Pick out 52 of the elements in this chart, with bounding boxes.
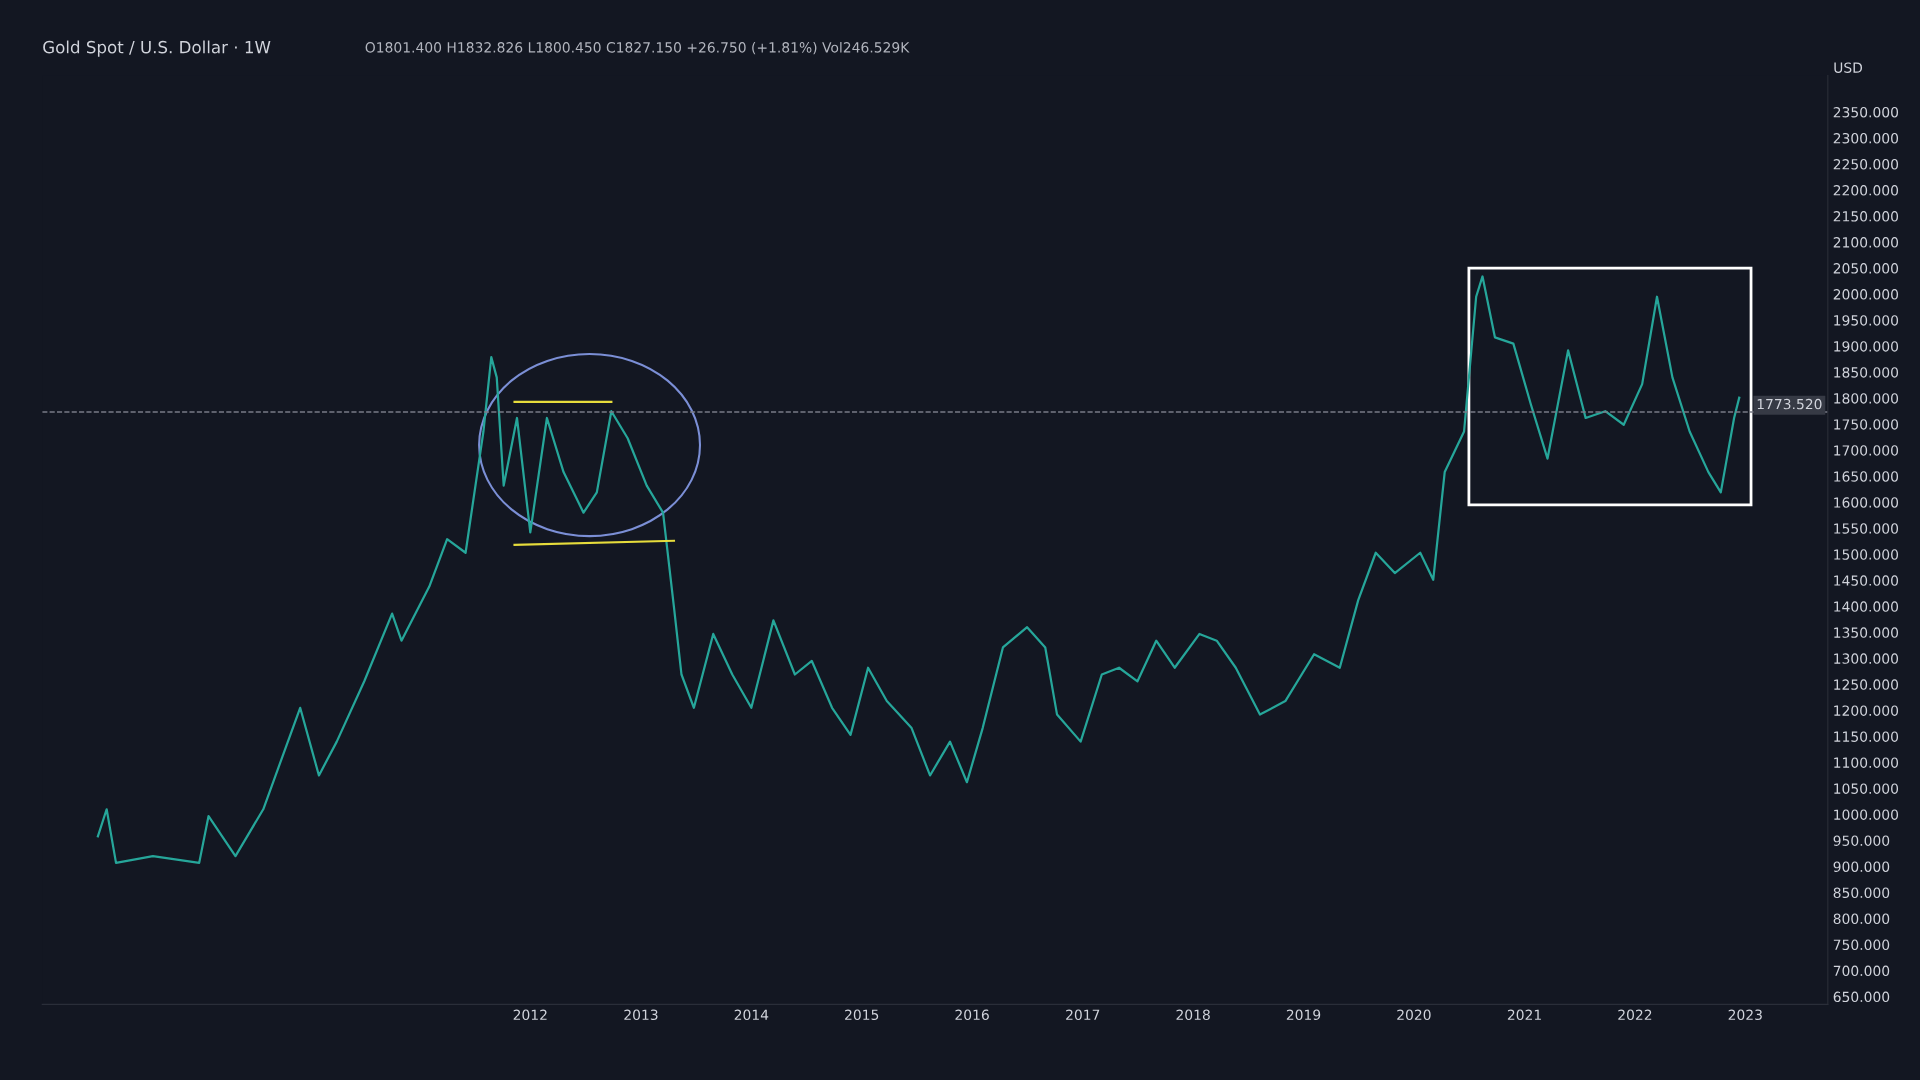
y-tick-label: 1050.000 xyxy=(1834,783,1899,794)
y-tick-label: 1900.000 xyxy=(1834,341,1899,352)
x-tick-label: 2021 xyxy=(1507,1009,1541,1021)
y-tick-label: 2050.000 xyxy=(1833,263,1899,274)
y-tick-label: 1300.000 xyxy=(1834,653,1899,664)
x-tick-label: 2017 xyxy=(1066,1009,1100,1021)
y-tick-label: 950.000 xyxy=(1833,835,1890,846)
y-tick-label: 1200.000 xyxy=(1834,705,1899,716)
y-tick-label: 2000.000 xyxy=(1833,289,1899,300)
x-tick-label: 2015 xyxy=(845,1009,879,1021)
y-tick-label: 2350.000 xyxy=(1833,106,1899,118)
x-tick-label: 2023 xyxy=(1728,1009,1762,1021)
y-tick-label: 1400.000 xyxy=(1834,601,1899,612)
y-tick-label: 900.000 xyxy=(1833,861,1890,872)
y-tick-label: 1750.000 xyxy=(1834,419,1899,430)
y-tick-label: 1250.000 xyxy=(1834,679,1899,690)
y-tick-label: 1650.000 xyxy=(1834,471,1899,482)
x-tick-label: 2022 xyxy=(1618,1009,1652,1021)
x-tick-label: 2013 xyxy=(624,1009,658,1021)
y-tick-label: 1500.000 xyxy=(1834,549,1899,560)
x-tick-label: 2018 xyxy=(1176,1009,1210,1021)
y-tick-label: 1100.000 xyxy=(1834,757,1899,768)
y-tick-label: 1450.000 xyxy=(1834,575,1899,586)
y-tick-label: 1600.000 xyxy=(1834,497,1899,508)
y-tick-label: 2200.000 xyxy=(1833,185,1899,196)
y-tick-label: 1000.000 xyxy=(1834,809,1899,820)
y-tick-label: 1950.000 xyxy=(1834,315,1899,326)
y-axis-title: USD xyxy=(1834,62,1863,73)
x-tick-label: 2020 xyxy=(1397,1009,1431,1021)
line-series xyxy=(96,275,1741,864)
y-tick-label: 2150.000 xyxy=(1833,211,1899,222)
y-tick-label: 1850.000 xyxy=(1834,367,1899,378)
chart-subtitle: O1801.400 H1832.826 L1800.450 C1827.150 +26.750 (+1.81%) Vol246.529K xyxy=(365,41,910,55)
y-tick-label: 1800.000 xyxy=(1834,393,1899,404)
x-tick-label: 2019 xyxy=(1286,1009,1321,1021)
y-tick-label: 650.000 xyxy=(1833,991,1890,1003)
y-tick-label: 850.000 xyxy=(1833,887,1890,898)
y-tick-label: 2250.000 xyxy=(1833,159,1899,170)
y-tick-label: 800.000 xyxy=(1833,913,1890,925)
y-tick-label: 1550.000 xyxy=(1834,523,1899,534)
y-tick-label: 750.000 xyxy=(1833,939,1890,951)
y-tick-label: 700.000 xyxy=(1833,965,1890,977)
y-tick-label: 1700.000 xyxy=(1834,445,1899,456)
chart-title: Gold Spot / U.S. Dollar · 1W xyxy=(43,40,271,57)
y-tick-label: 1150.000 xyxy=(1834,731,1899,742)
y-tick-label: 2100.000 xyxy=(1833,237,1899,248)
ref-line-label: 1773.520 xyxy=(1757,398,1822,410)
x-tick-label: 2016 xyxy=(955,1009,989,1021)
y-tick-label: 2300.000 xyxy=(1833,133,1899,144)
x-tick-label: 2012 xyxy=(513,1009,547,1021)
y-tick-label: 1350.000 xyxy=(1834,627,1899,638)
x-tick-label: 2014 xyxy=(734,1009,769,1021)
